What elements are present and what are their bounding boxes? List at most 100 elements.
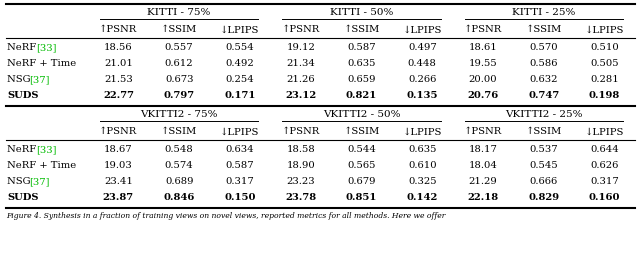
Text: 21.34: 21.34 [286,60,315,68]
Text: 0.829: 0.829 [528,193,559,203]
Text: 0.634: 0.634 [226,145,254,155]
Text: SUDS: SUDS [7,92,38,100]
Text: 0.846: 0.846 [163,193,195,203]
Text: ↑SSIM: ↑SSIM [344,26,380,34]
Text: 18.04: 18.04 [468,162,497,170]
Text: 0.574: 0.574 [164,162,193,170]
Text: 21.29: 21.29 [468,177,497,187]
Text: 23.78: 23.78 [285,193,316,203]
Text: ↑PSNR: ↑PSNR [464,128,502,137]
Text: 19.55: 19.55 [468,60,497,68]
Text: 0.150: 0.150 [224,193,256,203]
Text: NeRF + Time: NeRF + Time [7,60,76,68]
Text: ↑PSNR: ↑PSNR [282,26,320,34]
Text: 0.632: 0.632 [529,75,558,85]
Text: 23.41: 23.41 [104,177,133,187]
Text: ↑SSIM: ↑SSIM [525,128,562,137]
Text: NeRF + Time: NeRF + Time [7,162,76,170]
Text: ↓LPIPS: ↓LPIPS [220,26,260,34]
Text: 19.03: 19.03 [104,162,132,170]
Text: ↑PSNR: ↑PSNR [99,128,138,137]
Text: KITTI - 50%: KITTI - 50% [330,8,393,17]
Text: 23.23: 23.23 [287,177,315,187]
Text: 0.160: 0.160 [589,193,620,203]
Text: 0.689: 0.689 [165,177,193,187]
Text: 0.851: 0.851 [346,193,377,203]
Text: 0.171: 0.171 [224,92,255,100]
Text: 0.565: 0.565 [348,162,376,170]
Text: 0.317: 0.317 [225,177,254,187]
Text: Figure 4. Synthesis in a fraction of training views on novel views, reported met: Figure 4. Synthesis in a fraction of tra… [6,212,445,220]
Text: 0.666: 0.666 [530,177,558,187]
Text: 21.01: 21.01 [104,60,133,68]
Text: 18.90: 18.90 [286,162,315,170]
Text: 0.610: 0.610 [408,162,436,170]
Text: ↑SSIM: ↑SSIM [344,128,380,137]
Text: 18.17: 18.17 [468,145,497,155]
Text: NSG: NSG [7,177,34,187]
Text: 0.635: 0.635 [348,60,376,68]
Text: VKITTI2 - 50%: VKITTI2 - 50% [323,110,400,118]
Text: 18.56: 18.56 [104,44,132,52]
Text: 0.626: 0.626 [591,162,619,170]
Text: 0.821: 0.821 [346,92,377,100]
Text: 0.587: 0.587 [347,44,376,52]
Text: 0.544: 0.544 [347,145,376,155]
Text: VKITTI2 - 75%: VKITTI2 - 75% [140,110,218,118]
Text: 0.797: 0.797 [164,92,195,100]
Text: SUDS: SUDS [7,193,38,203]
Text: KITTI - 25%: KITTI - 25% [512,8,575,17]
Text: 0.254: 0.254 [225,75,254,85]
Text: VKITTI2 - 25%: VKITTI2 - 25% [505,110,582,118]
Text: ↑SSIM: ↑SSIM [525,26,562,34]
Text: 0.747: 0.747 [528,92,559,100]
Text: ↑PSNR: ↑PSNR [464,26,502,34]
Text: 0.545: 0.545 [529,162,558,170]
Text: 20.00: 20.00 [468,75,497,85]
Text: ↓LPIPS: ↓LPIPS [585,26,624,34]
Text: 0.554: 0.554 [225,44,254,52]
Text: 22.18: 22.18 [467,193,499,203]
Text: ↓LPIPS: ↓LPIPS [403,26,442,34]
Text: [33]: [33] [36,145,56,155]
Text: 0.505: 0.505 [590,60,619,68]
Text: 0.510: 0.510 [590,44,619,52]
Text: 0.586: 0.586 [529,60,558,68]
Text: 22.77: 22.77 [103,92,134,100]
Text: 0.548: 0.548 [164,145,193,155]
Text: 19.12: 19.12 [286,44,315,52]
Text: 0.135: 0.135 [406,92,438,100]
Text: 18.58: 18.58 [286,145,315,155]
Text: 18.61: 18.61 [468,44,497,52]
Text: 0.142: 0.142 [406,193,438,203]
Text: 0.325: 0.325 [408,177,436,187]
Text: [33]: [33] [36,44,56,52]
Text: NeRF: NeRF [7,145,40,155]
Text: 0.635: 0.635 [408,145,436,155]
Text: 0.448: 0.448 [408,60,436,68]
Text: ↑PSNR: ↑PSNR [282,128,320,137]
Text: 0.570: 0.570 [529,44,558,52]
Text: 0.492: 0.492 [225,60,254,68]
Text: 0.281: 0.281 [590,75,619,85]
Text: 0.317: 0.317 [590,177,619,187]
Text: NSG: NSG [7,75,34,85]
Text: KITTI - 75%: KITTI - 75% [147,8,211,17]
Text: 0.644: 0.644 [590,145,619,155]
Text: NeRF: NeRF [7,44,40,52]
Text: 23.87: 23.87 [103,193,134,203]
Text: 21.53: 21.53 [104,75,132,85]
Text: ↓LPIPS: ↓LPIPS [220,128,260,137]
Text: ↑SSIM: ↑SSIM [161,26,197,34]
Text: [37]: [37] [29,75,49,85]
Text: 18.67: 18.67 [104,145,132,155]
Text: 21.26: 21.26 [287,75,315,85]
Text: 0.497: 0.497 [408,44,436,52]
Text: ↓LPIPS: ↓LPIPS [403,128,442,137]
Text: 0.587: 0.587 [226,162,254,170]
Text: 0.659: 0.659 [348,75,376,85]
Text: 0.537: 0.537 [529,145,558,155]
Text: ↓LPIPS: ↓LPIPS [585,128,624,137]
Text: 0.557: 0.557 [165,44,193,52]
Text: 0.198: 0.198 [589,92,620,100]
